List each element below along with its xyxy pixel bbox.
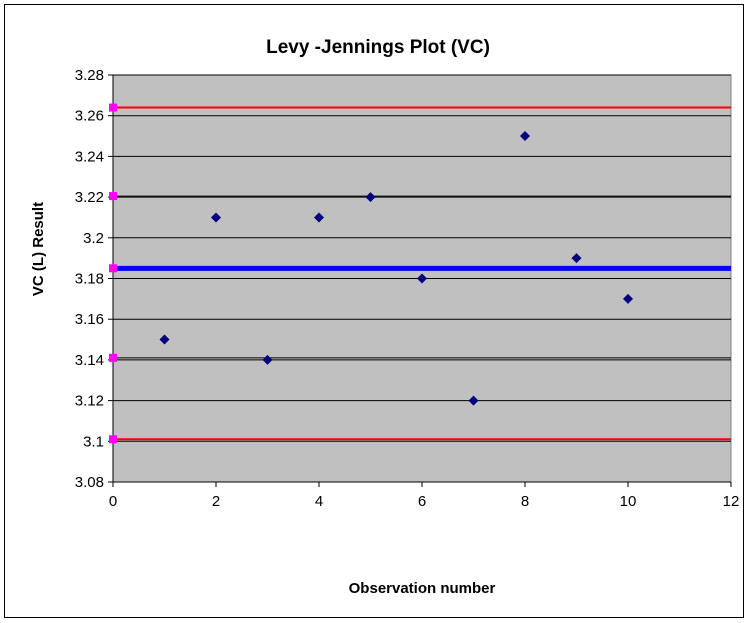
data-point xyxy=(520,131,530,142)
data-point xyxy=(417,273,427,284)
data-point xyxy=(159,334,170,345)
data-point xyxy=(314,212,324,223)
y-tick-label: 3.26 xyxy=(75,108,104,125)
x-tick-label: 2 xyxy=(212,493,220,510)
y-tick-label: 3.22 xyxy=(75,189,104,206)
y-tick-label: 3.18 xyxy=(75,271,104,288)
data-point xyxy=(211,212,221,223)
control-limit-marker xyxy=(109,435,117,444)
y-tick-label: 3.2 xyxy=(83,230,104,247)
x-axis-label: Observation number xyxy=(349,580,496,597)
x-tick-label: 6 xyxy=(418,493,426,510)
data-point xyxy=(623,293,633,304)
x-tick-label: 8 xyxy=(521,493,529,510)
x-tick-label: 4 xyxy=(315,493,323,510)
chart-svg: Levy -Jennings Plot (VC) 3.08 3.1 3.12 3.14… xyxy=(30,37,740,597)
y-tick-label: 3.08 xyxy=(75,474,104,491)
data-point xyxy=(262,354,273,365)
x-tick-label: 10 xyxy=(620,493,637,510)
data-point xyxy=(468,395,479,406)
control-limit-marker xyxy=(109,353,117,362)
y-tick-label: 3.1 xyxy=(83,433,104,450)
chart-title: Levy -Jennings Plot (VC) xyxy=(266,37,490,58)
y-tick-label: 3.16 xyxy=(75,311,104,328)
chart-frame: Levy -Jennings Plot (VC) 3.08 3.1 3.12 3.14… xyxy=(4,4,744,618)
data-point xyxy=(571,253,582,264)
data-point xyxy=(365,192,376,203)
plot-area: 3.08 3.1 3.12 3.14 3.16 3.18 3.2 3.22 3.24 3.26 3.… xyxy=(75,67,740,510)
y-tick-label: 3.14 xyxy=(75,352,104,369)
control-limit-marker xyxy=(109,192,117,201)
control-limit-marker xyxy=(109,103,117,112)
x-tick-label: 0 xyxy=(109,493,117,510)
control-limit-marker xyxy=(109,264,117,273)
x-tick-label: 12 xyxy=(723,493,740,510)
y-tick-label: 3.24 xyxy=(75,148,104,165)
y-axis-label: VC (L) Result xyxy=(30,202,47,296)
y-tick-label: 3.28 xyxy=(75,67,104,84)
y-tick-label: 3.12 xyxy=(75,393,104,410)
